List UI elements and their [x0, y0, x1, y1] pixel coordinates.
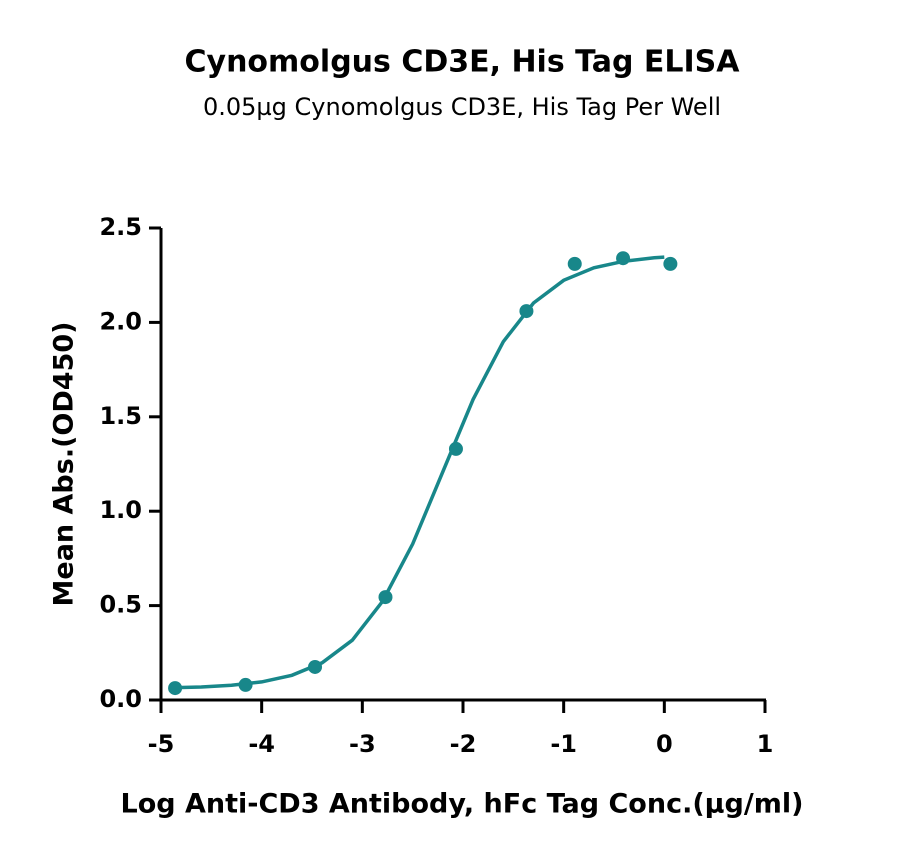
- chart-subtitle: 0.05µg Cynomolgus CD3E, His Tag Per Well: [203, 93, 721, 121]
- x-tick-label: -4: [248, 730, 275, 758]
- x-axis-label: Log Anti-CD3 Antibody, hFc Tag Conc.(µg/…: [121, 789, 804, 820]
- x-tick-label: -3: [349, 730, 376, 758]
- x-tick-label: -5: [148, 730, 175, 758]
- data-point: [567, 256, 582, 271]
- data-point: [238, 677, 253, 692]
- data-point: [308, 659, 323, 674]
- y-tick-label: 0.5: [99, 591, 142, 619]
- x-tick-label: -1: [550, 730, 577, 758]
- data-point: [168, 681, 183, 696]
- y-tick-label: 1.0: [99, 496, 142, 524]
- y-axis-label: Mean Abs.(OD450): [49, 322, 80, 607]
- y-tick-label: 2.0: [99, 307, 142, 335]
- x-tick-label: 1: [757, 730, 774, 758]
- data-point: [616, 251, 631, 266]
- y-tick-label: 1.5: [99, 402, 142, 430]
- data-point: [378, 590, 393, 605]
- x-tick-label: -2: [450, 730, 477, 758]
- y-tick-label: 0.0: [99, 685, 142, 713]
- chart-title: Cynomolgus CD3E, His Tag ELISA: [185, 45, 741, 80]
- fit-curve: [171, 255, 665, 690]
- data-point: [663, 256, 678, 271]
- data-point: [448, 441, 463, 456]
- data-point: [519, 304, 534, 319]
- x-tick-label: 0: [656, 730, 673, 758]
- y-tick-label: 2.5: [99, 213, 142, 241]
